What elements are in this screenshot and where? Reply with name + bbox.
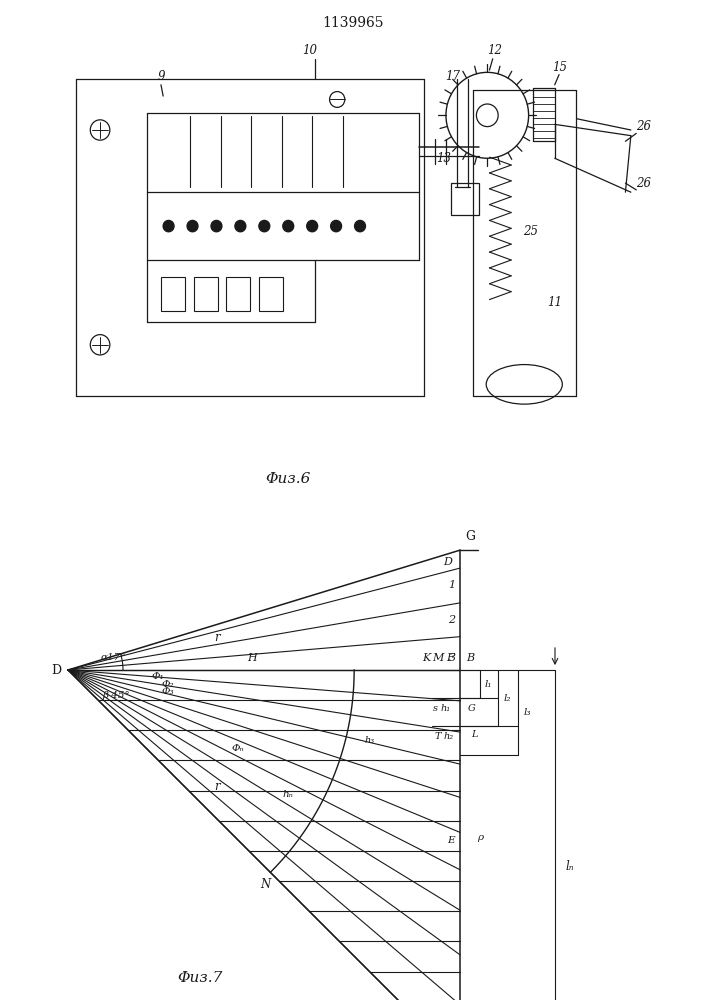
Text: 15: 15 <box>553 61 568 74</box>
Text: Φиз.6: Φиз.6 <box>266 472 311 486</box>
Text: s: s <box>433 704 438 713</box>
Text: M: M <box>432 653 444 663</box>
Text: h₃: h₃ <box>365 736 375 745</box>
Text: ρ: ρ <box>477 833 483 842</box>
Text: 10: 10 <box>303 44 317 57</box>
Text: β 45°: β 45° <box>102 690 130 700</box>
Text: hₙ: hₙ <box>283 790 293 799</box>
Text: 3: 3 <box>448 653 455 663</box>
Text: 25: 25 <box>523 225 538 238</box>
Text: l₁: l₁ <box>484 680 492 689</box>
Text: 11: 11 <box>547 296 562 309</box>
Circle shape <box>187 220 198 232</box>
Text: 12: 12 <box>487 44 503 57</box>
Bar <box>194 277 218 311</box>
Circle shape <box>259 220 270 232</box>
Text: 1: 1 <box>448 580 455 590</box>
Text: Φ₂: Φ₂ <box>162 680 175 689</box>
Text: 13: 13 <box>436 152 451 165</box>
Text: B: B <box>466 653 474 663</box>
Circle shape <box>331 220 341 232</box>
Text: F: F <box>446 653 454 663</box>
Text: 9: 9 <box>157 70 165 83</box>
Text: r: r <box>214 780 220 793</box>
Bar <box>161 277 185 311</box>
Text: D: D <box>51 664 61 676</box>
Circle shape <box>211 220 222 232</box>
Text: α17°: α17° <box>100 652 126 662</box>
Text: l₃: l₃ <box>523 708 531 717</box>
Circle shape <box>283 220 293 232</box>
Text: Φ₃: Φ₃ <box>162 687 175 696</box>
Text: 2: 2 <box>448 615 455 625</box>
Bar <box>451 183 479 215</box>
Text: T: T <box>435 732 441 741</box>
Text: r: r <box>214 631 220 644</box>
Text: 17: 17 <box>445 70 460 83</box>
Text: Φиз.7: Φиз.7 <box>177 971 223 985</box>
Text: L: L <box>471 730 477 739</box>
Circle shape <box>355 220 366 232</box>
Bar <box>226 277 250 311</box>
Text: 26: 26 <box>636 120 651 133</box>
Text: Φ₁: Φ₁ <box>152 672 164 681</box>
Text: lₙ: lₙ <box>566 859 574 872</box>
Bar <box>259 277 283 311</box>
Text: l₂: l₂ <box>503 694 510 703</box>
Circle shape <box>163 220 174 232</box>
Text: D: D <box>443 557 452 567</box>
Text: Φₙ: Φₙ <box>232 744 245 753</box>
Text: h₁: h₁ <box>441 704 451 713</box>
Circle shape <box>235 220 246 232</box>
Text: 26: 26 <box>636 177 651 190</box>
Text: 1139965: 1139965 <box>323 16 384 30</box>
Text: H: H <box>247 653 257 663</box>
Text: G: G <box>468 704 476 713</box>
Text: h₂: h₂ <box>444 732 454 741</box>
Text: N: N <box>260 878 271 891</box>
Text: E: E <box>448 836 455 845</box>
Text: G: G <box>465 530 475 543</box>
Circle shape <box>307 220 317 232</box>
Text: K: K <box>422 653 430 663</box>
